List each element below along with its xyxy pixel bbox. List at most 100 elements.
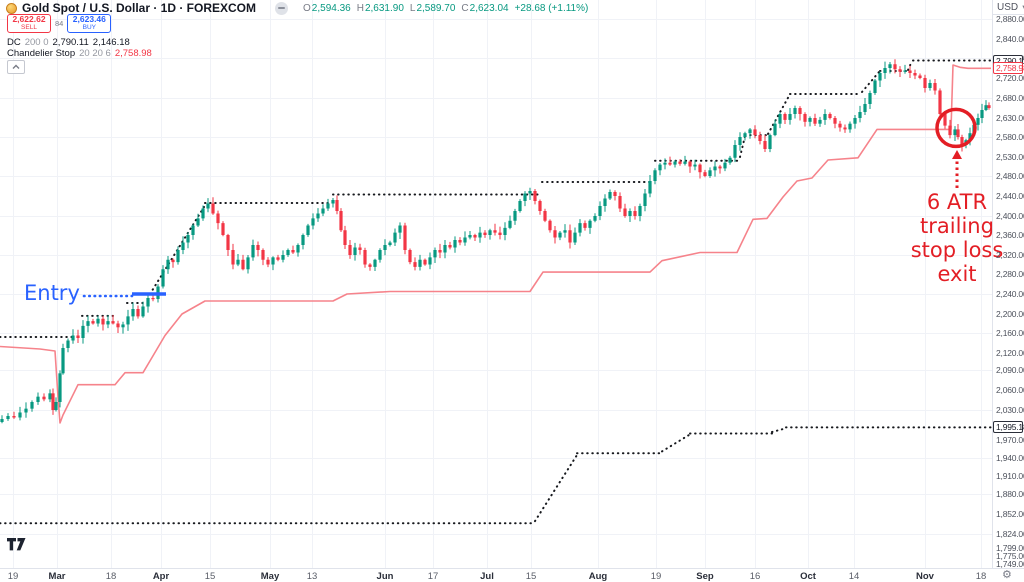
symbol-header: Gold Spot / U.S. Dollar · 1D · FOREXCOM … — [6, 1, 588, 15]
candle — [613, 192, 617, 196]
candle — [793, 108, 797, 114]
candle — [433, 250, 437, 258]
price-tick-label: 1,749.00 — [996, 559, 1024, 569]
candle — [843, 127, 847, 130]
legend-collapse-icon[interactable] — [275, 1, 289, 15]
candle — [58, 373, 62, 402]
candle — [748, 129, 752, 134]
candle — [438, 250, 442, 253]
candle — [36, 396, 40, 402]
candle — [728, 157, 732, 163]
candle — [823, 114, 827, 120]
candle — [76, 335, 80, 338]
price-tick-label: 2,680.00 — [996, 93, 1024, 103]
candle — [383, 245, 387, 250]
candle — [984, 105, 988, 110]
legend-collapse-chip[interactable] — [7, 60, 25, 74]
time-tick-day: 17 — [427, 571, 439, 582]
candle — [953, 129, 957, 136]
tradingview-logo[interactable] — [6, 537, 30, 552]
buy-price: 2,623.46 — [72, 14, 106, 25]
candle — [326, 203, 330, 209]
candle — [873, 80, 877, 93]
candle — [186, 235, 190, 243]
candle — [266, 259, 270, 265]
candle — [216, 213, 220, 224]
candle — [408, 250, 412, 263]
time-tick-day: 19 — [7, 571, 19, 582]
indicator-value: 2,758.98 — [114, 48, 152, 59]
indicator-row-chandelier[interactable]: Chandelier Stop 20 20 6 2,758.98 — [7, 48, 152, 59]
candle — [18, 412, 22, 418]
candle — [463, 237, 467, 243]
candle — [503, 227, 507, 235]
candle — [171, 259, 175, 263]
currency-selector[interactable]: USD ▼ — [997, 2, 1024, 13]
candle — [66, 340, 70, 348]
candle — [638, 206, 642, 216]
candle — [403, 225, 407, 250]
candle — [868, 93, 872, 104]
candle — [938, 90, 942, 114]
candle — [803, 114, 807, 122]
candle — [368, 264, 372, 267]
donchian-upper-line — [739, 135, 746, 158]
candle — [166, 259, 170, 270]
time-tick-day: 15 — [204, 571, 216, 582]
candle — [758, 135, 762, 141]
candle — [339, 211, 343, 231]
symbol-title[interactable]: Gold Spot / U.S. Dollar · 1D · FOREXCOM — [22, 1, 257, 15]
price-tick-label: 2,240.00 — [996, 289, 1024, 299]
candle — [528, 191, 532, 194]
price-tick-label: 2,120.00 — [996, 348, 1024, 358]
candle — [468, 235, 472, 238]
candle — [723, 162, 727, 169]
candle — [378, 250, 382, 260]
time-tick-day: 15 — [525, 571, 537, 582]
axis-settings-gear-icon[interactable]: ⚙ — [1002, 569, 1012, 581]
indicator-row-donchian[interactable]: DC 200 0 2,790.11 2,146.18 — [7, 37, 130, 48]
candle — [903, 70, 907, 72]
change-value: +28.68 (+1.11%) — [514, 2, 589, 14]
candle — [678, 161, 682, 164]
candle — [106, 321, 110, 325]
candle — [658, 164, 662, 171]
low-label: L — [409, 2, 416, 14]
candle — [316, 213, 320, 219]
candle — [261, 250, 265, 260]
candle — [618, 196, 622, 209]
candle — [893, 64, 897, 70]
candle — [136, 309, 140, 317]
candle — [878, 73, 882, 81]
candle — [373, 259, 377, 267]
candle — [848, 123, 852, 130]
price-tick-label: 2,840.00 — [996, 34, 1024, 44]
candle — [863, 104, 867, 112]
indicator-name: Chandelier Stop — [7, 48, 76, 59]
candle — [251, 245, 255, 258]
candle — [698, 164, 702, 173]
candle — [593, 216, 597, 221]
sell-button[interactable]: 2,622.62 SELL — [7, 14, 51, 33]
close-value: 2,623.04 — [469, 2, 509, 14]
high-value: 2,631.90 — [364, 2, 404, 14]
candle — [578, 223, 582, 233]
candle — [543, 211, 547, 221]
candle — [335, 200, 339, 211]
candle — [976, 118, 980, 125]
candle — [548, 220, 552, 231]
candle — [987, 105, 991, 108]
candle — [211, 203, 215, 214]
buy-button[interactable]: 2,623.46 BUY — [67, 14, 112, 33]
candle — [943, 114, 947, 126]
candle — [628, 211, 632, 216]
candle — [693, 164, 697, 167]
time-tick-month: Aug — [588, 571, 608, 582]
price-tick-label: 2,580.00 — [996, 132, 1024, 142]
candle — [653, 170, 657, 181]
entry-annotation-text[interactable]: Entry — [24, 281, 80, 305]
candle — [788, 114, 792, 120]
candle — [488, 230, 492, 235]
candle — [286, 250, 290, 255]
